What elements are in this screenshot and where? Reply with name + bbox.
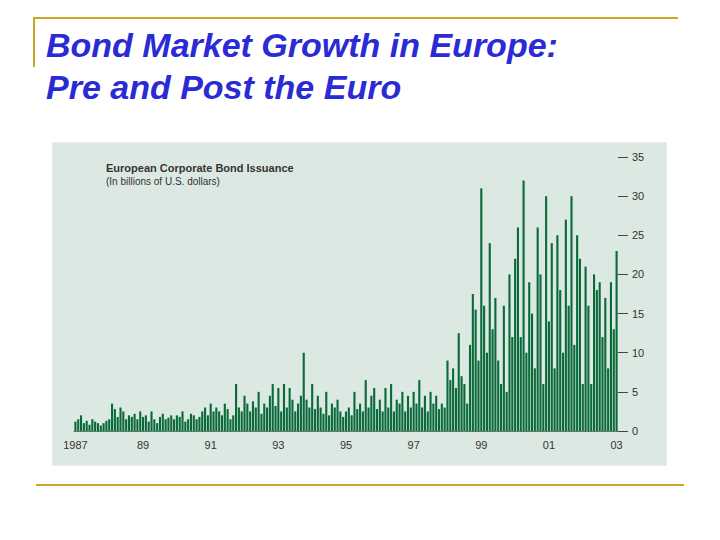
svg-text:97: 97 bbox=[408, 439, 420, 451]
svg-text:15: 15 bbox=[632, 308, 644, 320]
svg-text:89: 89 bbox=[137, 439, 149, 451]
svg-text:03: 03 bbox=[610, 439, 622, 451]
svg-text:95: 95 bbox=[340, 439, 352, 451]
svg-text:30: 30 bbox=[632, 190, 644, 202]
html-text:Bond Market Growth in Europe:: Bond Market Growth in Europe: bbox=[46, 26, 558, 64]
svg-text:European Corporate Bond Issuan: European Corporate Bond Issuance bbox=[106, 162, 294, 174]
svg-text:25: 25 bbox=[632, 229, 644, 241]
html-text:Pre and Post the Euro: Pre and Post the Euro bbox=[46, 68, 402, 106]
svg-text:5: 5 bbox=[632, 386, 638, 398]
svg-text:1987: 1987 bbox=[63, 439, 87, 451]
svg-text:0: 0 bbox=[632, 425, 638, 437]
svg-text:93: 93 bbox=[272, 439, 284, 451]
svg-text:91: 91 bbox=[205, 439, 217, 451]
svg-text:(In billions of U.S. dollars): (In billions of U.S. dollars) bbox=[106, 176, 220, 187]
svg-text:10: 10 bbox=[632, 347, 644, 359]
svg-text:35: 35 bbox=[632, 151, 644, 163]
svg-text:99: 99 bbox=[475, 439, 487, 451]
svg-text:01: 01 bbox=[543, 439, 555, 451]
svg-text:20: 20 bbox=[632, 268, 644, 280]
